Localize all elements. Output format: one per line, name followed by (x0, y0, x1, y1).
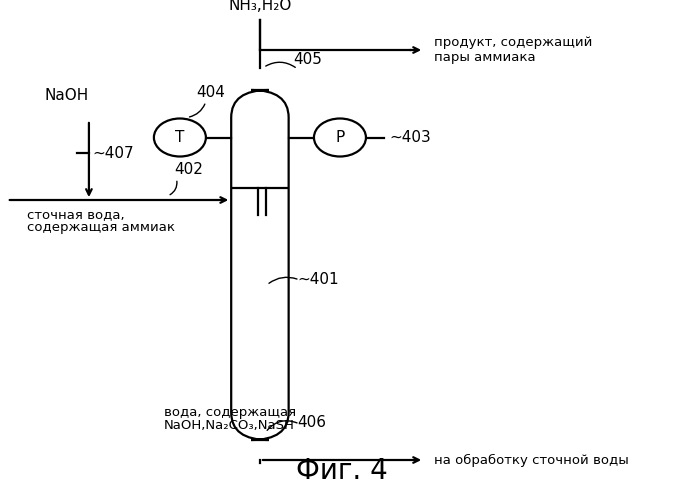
Text: пары аммиака: пары аммиака (434, 51, 536, 64)
Text: содержащая аммиак: содержащая аммиак (27, 221, 175, 234)
Text: ~403: ~403 (389, 130, 431, 145)
Text: 404: 404 (196, 85, 225, 100)
Text: NaOH,Na₂CO₃,NaSH: NaOH,Na₂CO₃,NaSH (164, 418, 295, 432)
Text: NaOH: NaOH (44, 88, 89, 102)
Circle shape (314, 118, 366, 156)
Text: 402: 402 (174, 162, 203, 178)
Text: вода, содержащая: вода, содержащая (164, 406, 296, 419)
Circle shape (154, 118, 206, 156)
FancyBboxPatch shape (231, 90, 289, 440)
Text: на обработку сточной воды: на обработку сточной воды (434, 454, 629, 466)
Text: сточная вода,: сточная вода, (27, 208, 125, 222)
Text: T: T (175, 130, 185, 145)
Text: ~407: ~407 (92, 146, 134, 161)
Text: P: P (335, 130, 345, 145)
Text: ~401: ~401 (298, 272, 339, 287)
Text: NH₃,H₂O: NH₃,H₂O (228, 0, 291, 12)
Text: продукт, содержащий: продукт, содержащий (434, 36, 593, 49)
Text: 406: 406 (298, 415, 326, 430)
Text: Фиг. 4: Фиг. 4 (296, 457, 388, 485)
Text: 405: 405 (293, 52, 321, 68)
